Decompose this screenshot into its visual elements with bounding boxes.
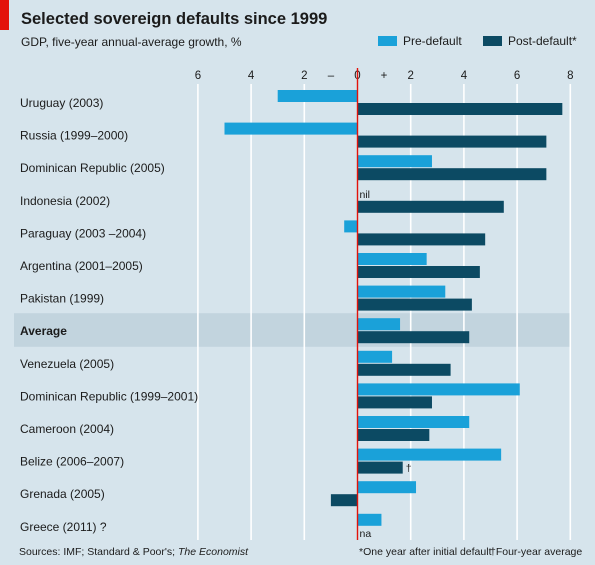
legend-swatch-pre-default <box>378 36 397 46</box>
bar-pre-default-cameroon-2004 <box>357 416 470 428</box>
bar-post-default-argentina-2001-2005 <box>357 266 480 278</box>
bar-post-default-russia-1999-2000 <box>357 135 547 148</box>
x-tick-label-4: 4 <box>461 70 468 82</box>
category-label-pakistan-1999: Pakistan (1999) <box>20 292 104 306</box>
bar-post-default-venezuela-2005 <box>357 363 451 376</box>
legend-label-pre-default: Pre-default <box>403 34 462 48</box>
bar-pre-default-average <box>357 318 401 331</box>
chart-title: Selected sovereign defaults since 1999 <box>21 10 328 28</box>
x-tick-label-6: 6 <box>514 70 520 82</box>
bar-pre-default-greece-2011 <box>357 513 382 526</box>
accent-tab <box>0 0 9 30</box>
axis-minus-sign: – <box>328 70 335 82</box>
category-label-average: Average <box>20 324 67 338</box>
x-tick-label-minus-4: 4 <box>248 70 255 82</box>
bar-post-default-belize-2006-2007 <box>357 461 403 474</box>
category-label-belize-2006-2007: Belize (2006–2007) <box>20 455 124 469</box>
annotation-post-default-greece-2011: na <box>360 528 372 540</box>
category-label-venezuela-2005: Venezuela (2005) <box>20 357 114 371</box>
legend-post-default: Post-default* <box>483 34 577 48</box>
category-label-uruguay-2003: Uruguay (2003) <box>20 96 103 110</box>
category-label-argentina-2001-2005: Argentina (2001–2005) <box>20 259 143 273</box>
bar-post-default-uruguay-2003 <box>357 103 563 115</box>
category-label-dominican-republic-2005: Dominican Republic (2005) <box>20 161 165 175</box>
bar-pre-default-paraguay-2003-2004 <box>344 220 358 233</box>
bar-chart: 64202468–+Uruguay (2003)Russia (1999–200… <box>14 68 574 540</box>
bar-pre-default-russia-1999-2000 <box>224 122 358 135</box>
bar-pre-default-belize-2006-2007 <box>357 448 502 461</box>
x-tick-label-8: 8 <box>567 70 573 82</box>
annotation-pre-default-indonesia-2002: nil <box>360 189 371 201</box>
bar-pre-default-argentina-2001-2005 <box>357 253 427 265</box>
sources-note: Sources: IMF; Standard & Poor's; The Eco… <box>19 546 249 558</box>
bar-pre-default-uruguay-2003 <box>277 90 358 102</box>
category-label-grenada-2005: Grenada (2005) <box>20 487 105 501</box>
category-label-greece-2011: Greece (2011) ? <box>20 520 107 534</box>
category-label-cameroon-2004: Cameroon (2004) <box>20 422 114 436</box>
category-label-russia-1999-2000: Russia (1999–2000) <box>20 129 128 143</box>
bar-pre-default-venezuela-2005 <box>357 350 393 363</box>
chart-subtitle: GDP, five-year annual-average growth, % <box>21 35 242 49</box>
category-label-indonesia-2002: Indonesia (2002) <box>20 194 110 208</box>
bar-post-default-pakistan-1999 <box>357 298 472 311</box>
bar-post-default-dominican-republic-1999-2001 <box>357 396 432 409</box>
bar-post-default-average <box>357 331 470 344</box>
category-label-paraguay-2003-2004: Paraguay (2003 –2004) <box>20 226 146 240</box>
legend-swatch-post-default <box>483 36 502 46</box>
category-label-dominican-republic-1999-2001: Dominican Republic (1999–2001) <box>20 389 198 403</box>
footnote-four-year: †Four-year average <box>490 546 583 558</box>
bar-pre-default-grenada-2005 <box>357 481 417 494</box>
bar-post-default-indonesia-2002 <box>357 200 504 213</box>
bar-pre-default-dominican-republic-1999-2001 <box>357 383 520 396</box>
annotation-post-default-belize-2006-2007: † <box>406 463 412 475</box>
bar-post-default-dominican-republic-2005 <box>357 168 547 181</box>
bar-pre-default-pakistan-1999 <box>357 285 446 298</box>
axis-plus-sign: + <box>381 70 388 82</box>
x-tick-label-2: 2 <box>407 70 413 82</box>
legend-pre-default: Pre-default <box>378 34 462 48</box>
x-tick-label-minus-6: 6 <box>195 70 201 82</box>
highlight-band-average <box>14 313 571 347</box>
bar-pre-default-dominican-republic-2005 <box>357 155 432 168</box>
bar-post-default-paraguay-2003-2004 <box>357 233 486 246</box>
legend-label-post-default: Post-default* <box>508 34 577 48</box>
bar-post-default-cameroon-2004 <box>357 429 430 441</box>
x-tick-label-minus-2: 2 <box>301 70 307 82</box>
bar-post-default-grenada-2005 <box>330 494 358 507</box>
footnote-post-default: *One year after initial default <box>359 546 492 558</box>
